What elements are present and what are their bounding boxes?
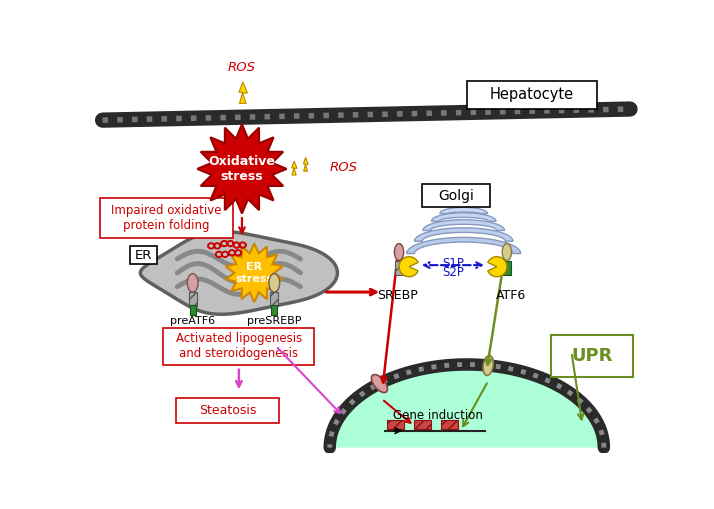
Ellipse shape — [187, 274, 198, 292]
FancyBboxPatch shape — [467, 81, 597, 109]
Text: Oxidative
stress: Oxidative stress — [208, 155, 276, 183]
Text: Impaired oxidative
protein folding: Impaired oxidative protein folding — [111, 204, 222, 232]
Bar — [190, 305, 196, 315]
Text: Activated lipogenesis
and steroidogenesis: Activated lipogenesis and steroidogenesi… — [176, 332, 302, 360]
Polygon shape — [141, 232, 338, 314]
Bar — [388, 420, 404, 429]
Text: ROS: ROS — [228, 61, 256, 74]
Polygon shape — [431, 213, 496, 221]
Polygon shape — [440, 207, 488, 214]
Text: S2P: S2P — [442, 266, 464, 279]
Polygon shape — [407, 237, 521, 253]
Text: Steatosis: Steatosis — [198, 404, 256, 417]
Ellipse shape — [371, 375, 388, 392]
Text: Hepatocyte: Hepatocyte — [489, 88, 573, 102]
FancyBboxPatch shape — [176, 399, 279, 423]
Ellipse shape — [483, 356, 493, 376]
Text: preSREBP: preSREBP — [247, 316, 301, 326]
Text: Gene induction: Gene induction — [393, 409, 483, 422]
Text: SREBP: SREBP — [377, 290, 418, 302]
FancyBboxPatch shape — [129, 246, 157, 264]
Text: ATF6: ATF6 — [496, 290, 526, 302]
Polygon shape — [197, 124, 286, 214]
Polygon shape — [239, 82, 247, 103]
FancyBboxPatch shape — [164, 327, 314, 365]
Polygon shape — [330, 364, 604, 447]
FancyBboxPatch shape — [100, 198, 233, 238]
Bar — [414, 420, 431, 429]
Polygon shape — [226, 244, 283, 302]
Bar — [503, 261, 511, 275]
Bar — [188, 292, 196, 306]
Text: ROS: ROS — [330, 161, 358, 174]
Bar — [395, 261, 403, 275]
Wedge shape — [399, 257, 418, 277]
Ellipse shape — [269, 274, 280, 292]
Text: Golgi: Golgi — [438, 189, 474, 203]
Polygon shape — [423, 220, 505, 231]
Bar — [271, 305, 277, 315]
FancyBboxPatch shape — [422, 184, 490, 207]
Ellipse shape — [394, 244, 403, 261]
Polygon shape — [303, 157, 308, 171]
Wedge shape — [488, 257, 507, 277]
Text: ER
stress: ER stress — [235, 262, 273, 284]
Text: ER: ER — [135, 248, 152, 262]
Ellipse shape — [502, 244, 511, 261]
Bar — [441, 420, 458, 429]
Bar — [271, 292, 278, 306]
Text: preATF6: preATF6 — [170, 316, 215, 326]
Polygon shape — [291, 161, 297, 175]
Polygon shape — [414, 228, 513, 241]
Text: S1P: S1P — [442, 257, 464, 270]
Text: UPR: UPR — [572, 347, 613, 365]
FancyBboxPatch shape — [551, 335, 633, 377]
